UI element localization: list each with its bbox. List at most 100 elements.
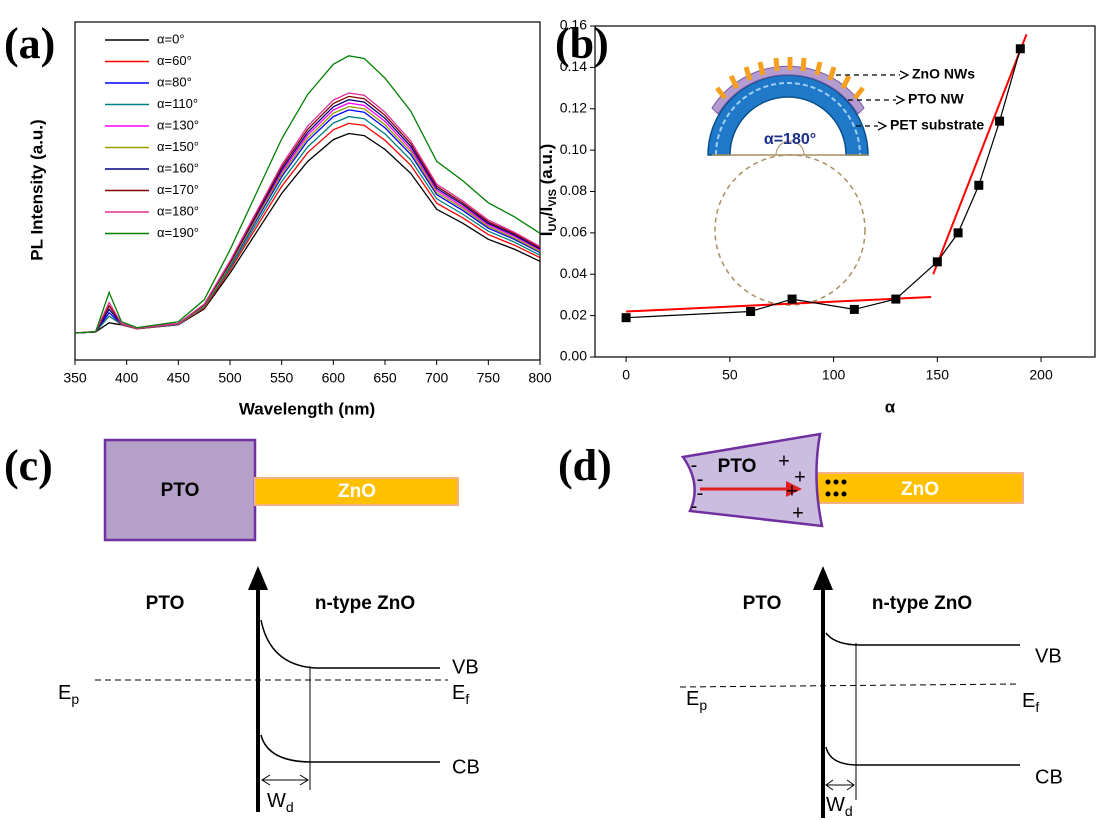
legend-label: α=0° [157,31,185,46]
spectrum [74,109,541,334]
plot-frame [74,21,541,361]
zno-bar [254,477,459,506]
point [974,180,984,190]
main: E [58,682,71,704]
sub: p [71,691,79,707]
sub: p [699,697,707,713]
level-label: Ep [686,688,707,712]
y-tick-label: 0.04 [560,265,587,281]
label-part: /I [537,207,556,216]
level-label: Ef [1022,690,1039,714]
annotation: PET substrate [890,117,984,133]
point [953,228,963,238]
y-tick-label: 0.16 [560,17,587,33]
charge: - [697,468,704,490]
sub: f [1035,699,1039,715]
x-tick-label: 650 [373,370,397,386]
band-label: CB [452,756,480,778]
x-tick-label: 0 [622,367,630,383]
band-label: CB [1035,766,1063,788]
label-sub: UV [547,216,559,232]
fermi-line [679,683,1021,688]
side-label: PTO [743,593,782,614]
x-tick-label: 350 [63,370,87,386]
x-axis-title: Wavelength (nm) [239,399,375,418]
inset: α=180° ZnO NWs PTO NW PET substrate [707,57,984,306]
x-tick-label: 700 [425,370,449,386]
x-tick-label: 500 [218,370,242,386]
label-part: (a.u.) [537,144,556,189]
point [932,257,942,267]
block-label: PTO [161,480,200,501]
diagram-c: PTO ZnO PTO n-type ZnO VB CB Ep Ef Wd [58,438,480,815]
pto-block [680,432,824,528]
main: E [452,682,465,704]
x-tick-label: 50 [722,367,738,383]
level-label: Ef [452,682,469,706]
diagram-d: PTO ZnO - - - - + + + + PTO n-type ZnO V… [679,432,1063,819]
fit-line [932,33,1028,275]
legend-label: α=130° [157,117,199,132]
width-arrow [261,774,309,786]
point [787,294,797,304]
panel-label: (c) [4,441,53,490]
angle-label: α=180° [764,131,816,148]
zno-nws [715,57,865,100]
spectrum [74,115,541,334]
zno-bar [816,472,1024,504]
main: W [826,794,845,816]
arrow-head [786,481,802,497]
x-tick-label: 750 [477,370,501,386]
x-tick-label: 400 [115,370,139,386]
x-axis-title: α [885,397,896,416]
sub: d [845,803,853,819]
cb-line [825,746,1020,766]
panel-label: (a) [4,19,55,68]
substrate-line [715,82,861,156]
band-label: VB [1035,645,1062,667]
arrow-heads [877,70,910,131]
y-tick-label: 0.08 [560,182,587,198]
pto-block [103,438,257,542]
band-label: VB [452,656,479,678]
legend-label: α=60° [157,53,192,68]
cb-line [260,734,440,763]
level-label: Ep [58,682,79,706]
x-tick-label: 150 [926,367,950,383]
side-label: PTO [146,593,185,614]
chart: 350 400 450 500 550 600 650 700 750 800 α=0° α=60° α… [63,21,552,386]
main: E [686,688,699,710]
width-arrow [825,779,855,791]
charge: + [794,466,806,488]
charge: + [792,502,804,524]
legend-label: α=190° [157,225,199,240]
point [746,306,756,316]
legend-label: α=160° [157,160,199,175]
point [995,116,1005,126]
vb-line [825,632,1020,646]
y-axis-title: PL Intensity (a.u.) [27,119,46,260]
legend-label: α=110° [157,96,198,111]
main: W [267,790,286,812]
point [621,313,631,323]
spectrum [74,92,541,334]
arrow-head [248,566,268,590]
x-tick-label: 600 [322,370,346,386]
vb-line [260,619,440,669]
arrow-head [813,566,833,590]
width-label: Wd [826,794,853,818]
side-label: n-type ZnO [872,593,972,614]
side-label: n-type ZnO [315,593,415,614]
charge: + [778,450,790,472]
point [891,294,901,304]
chart: 0 50 100 150 200 0.00 0.02 0.04 0.06 0.08 0.10 0.12… [560,17,1096,383]
spectrum [74,55,541,334]
panel-label: (d) [558,441,612,490]
panel-label: (b) [555,19,609,68]
legend-label: α=150° [157,139,199,154]
legend-label: α=180° [157,203,199,218]
legend-label: α=80° [157,74,192,89]
charge: - [697,482,704,504]
label-sub: VIS [547,189,559,207]
